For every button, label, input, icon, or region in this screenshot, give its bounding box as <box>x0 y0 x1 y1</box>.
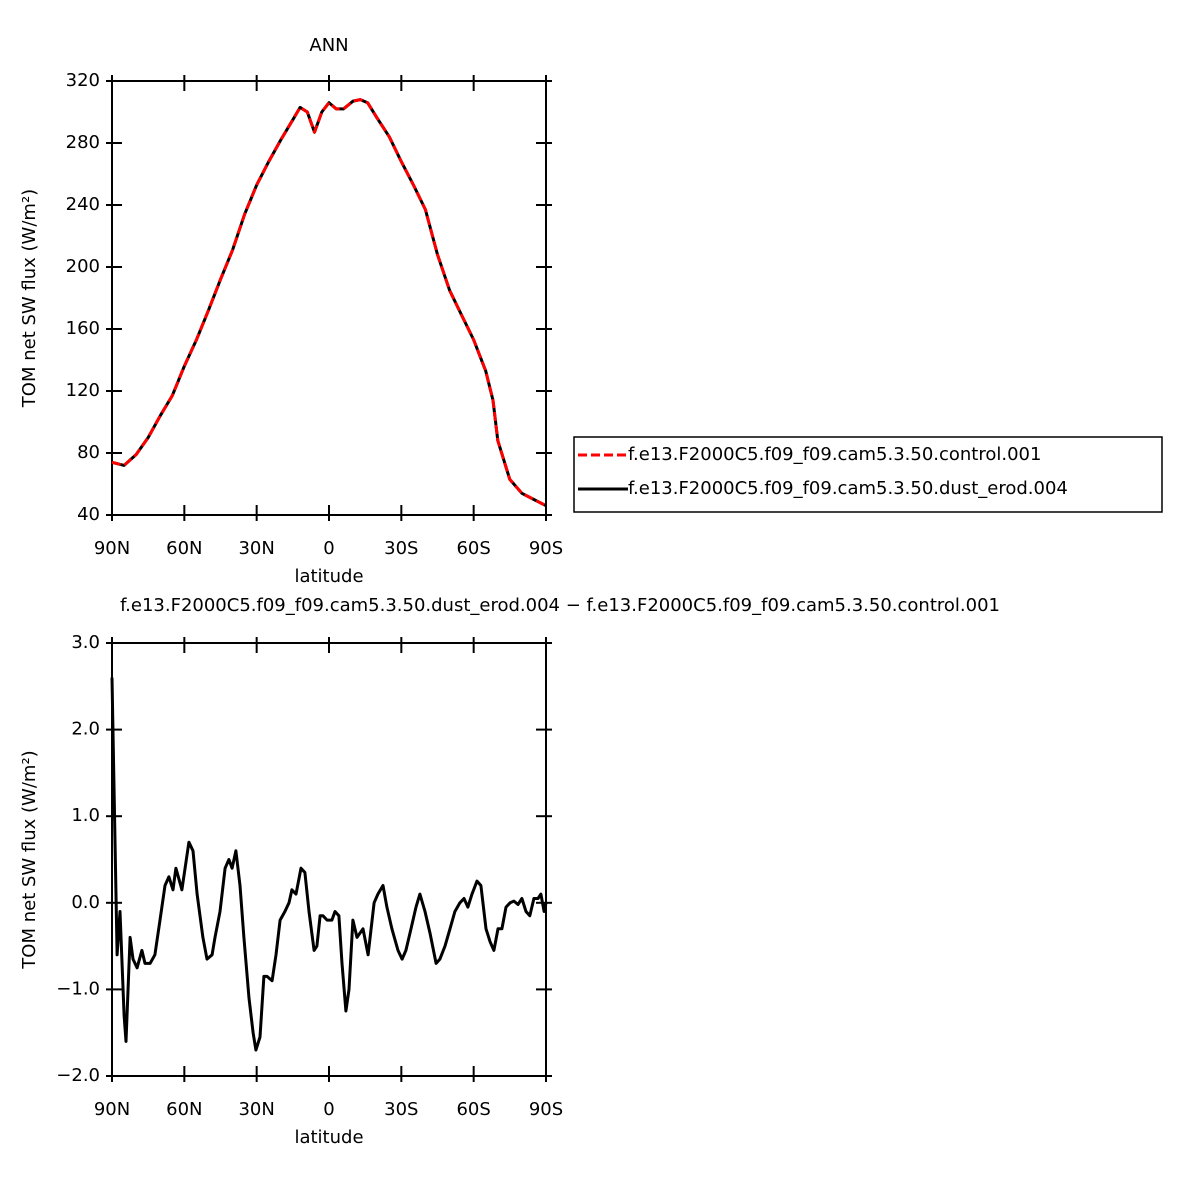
y-tick-label: 120 <box>66 380 100 401</box>
legend-box <box>573 436 1163 513</box>
x-tick-label: 30S <box>384 538 418 559</box>
x-tick-label: 0 <box>323 1099 334 1120</box>
data-line <box>111 98 547 508</box>
y-tick-label: 200 <box>66 256 100 277</box>
y-tick-label: 160 <box>66 318 100 339</box>
x-tick-label: 90S <box>529 1099 563 1120</box>
y-tick-label: 240 <box>66 194 100 215</box>
y-tick-label: 320 <box>66 70 100 91</box>
y-tick-label: 1.0 <box>71 805 100 826</box>
y-tick-label: 280 <box>66 132 100 153</box>
x-tick-label: 90N <box>94 538 130 559</box>
x-tick-label: 0 <box>323 538 334 559</box>
x-axis-label: latitude <box>294 566 363 587</box>
x-tick-label: 30N <box>238 538 274 559</box>
x-tick-label: 30N <box>238 1099 274 1120</box>
y-tick-label: 2.0 <box>71 719 100 740</box>
x-tick-label: 30S <box>384 1099 418 1120</box>
x-tick-label: 60N <box>166 1099 202 1120</box>
chart-title: ANN <box>309 35 348 56</box>
legend-label: f.e13.F2000C5.f09_f09.cam5.3.50.dust_ero… <box>628 478 1068 499</box>
legend-label: f.e13.F2000C5.f09_f09.cam5.3.50.control.… <box>628 444 1041 465</box>
y-tick-label: −1.0 <box>56 978 100 999</box>
data-line <box>111 98 547 508</box>
x-axis-label: latitude <box>294 1127 363 1148</box>
x-tick-label: 90N <box>94 1099 130 1120</box>
plot-frame <box>111 642 547 1077</box>
x-tick-label: 60S <box>456 538 490 559</box>
plot-frame <box>111 80 547 516</box>
y-tick-label: −2.0 <box>56 1065 100 1086</box>
y-tick-label: 40 <box>77 504 100 525</box>
data-line <box>110 677 548 1052</box>
y-tick-label: 80 <box>77 442 100 463</box>
y-tick-label: 0.0 <box>71 892 100 913</box>
y-tick-label: 3.0 <box>71 632 100 653</box>
y-axis-label: TOM net SW flux (W/m²) <box>19 189 40 408</box>
y-axis-label: TOM net SW flux (W/m²) <box>19 750 40 969</box>
x-tick-label: 60S <box>456 1099 490 1120</box>
x-tick-label: 60N <box>166 538 202 559</box>
x-tick-label: 90S <box>529 538 563 559</box>
chart-title: f.e13.F2000C5.f09_f09.cam5.3.50.dust_ero… <box>120 595 1000 616</box>
